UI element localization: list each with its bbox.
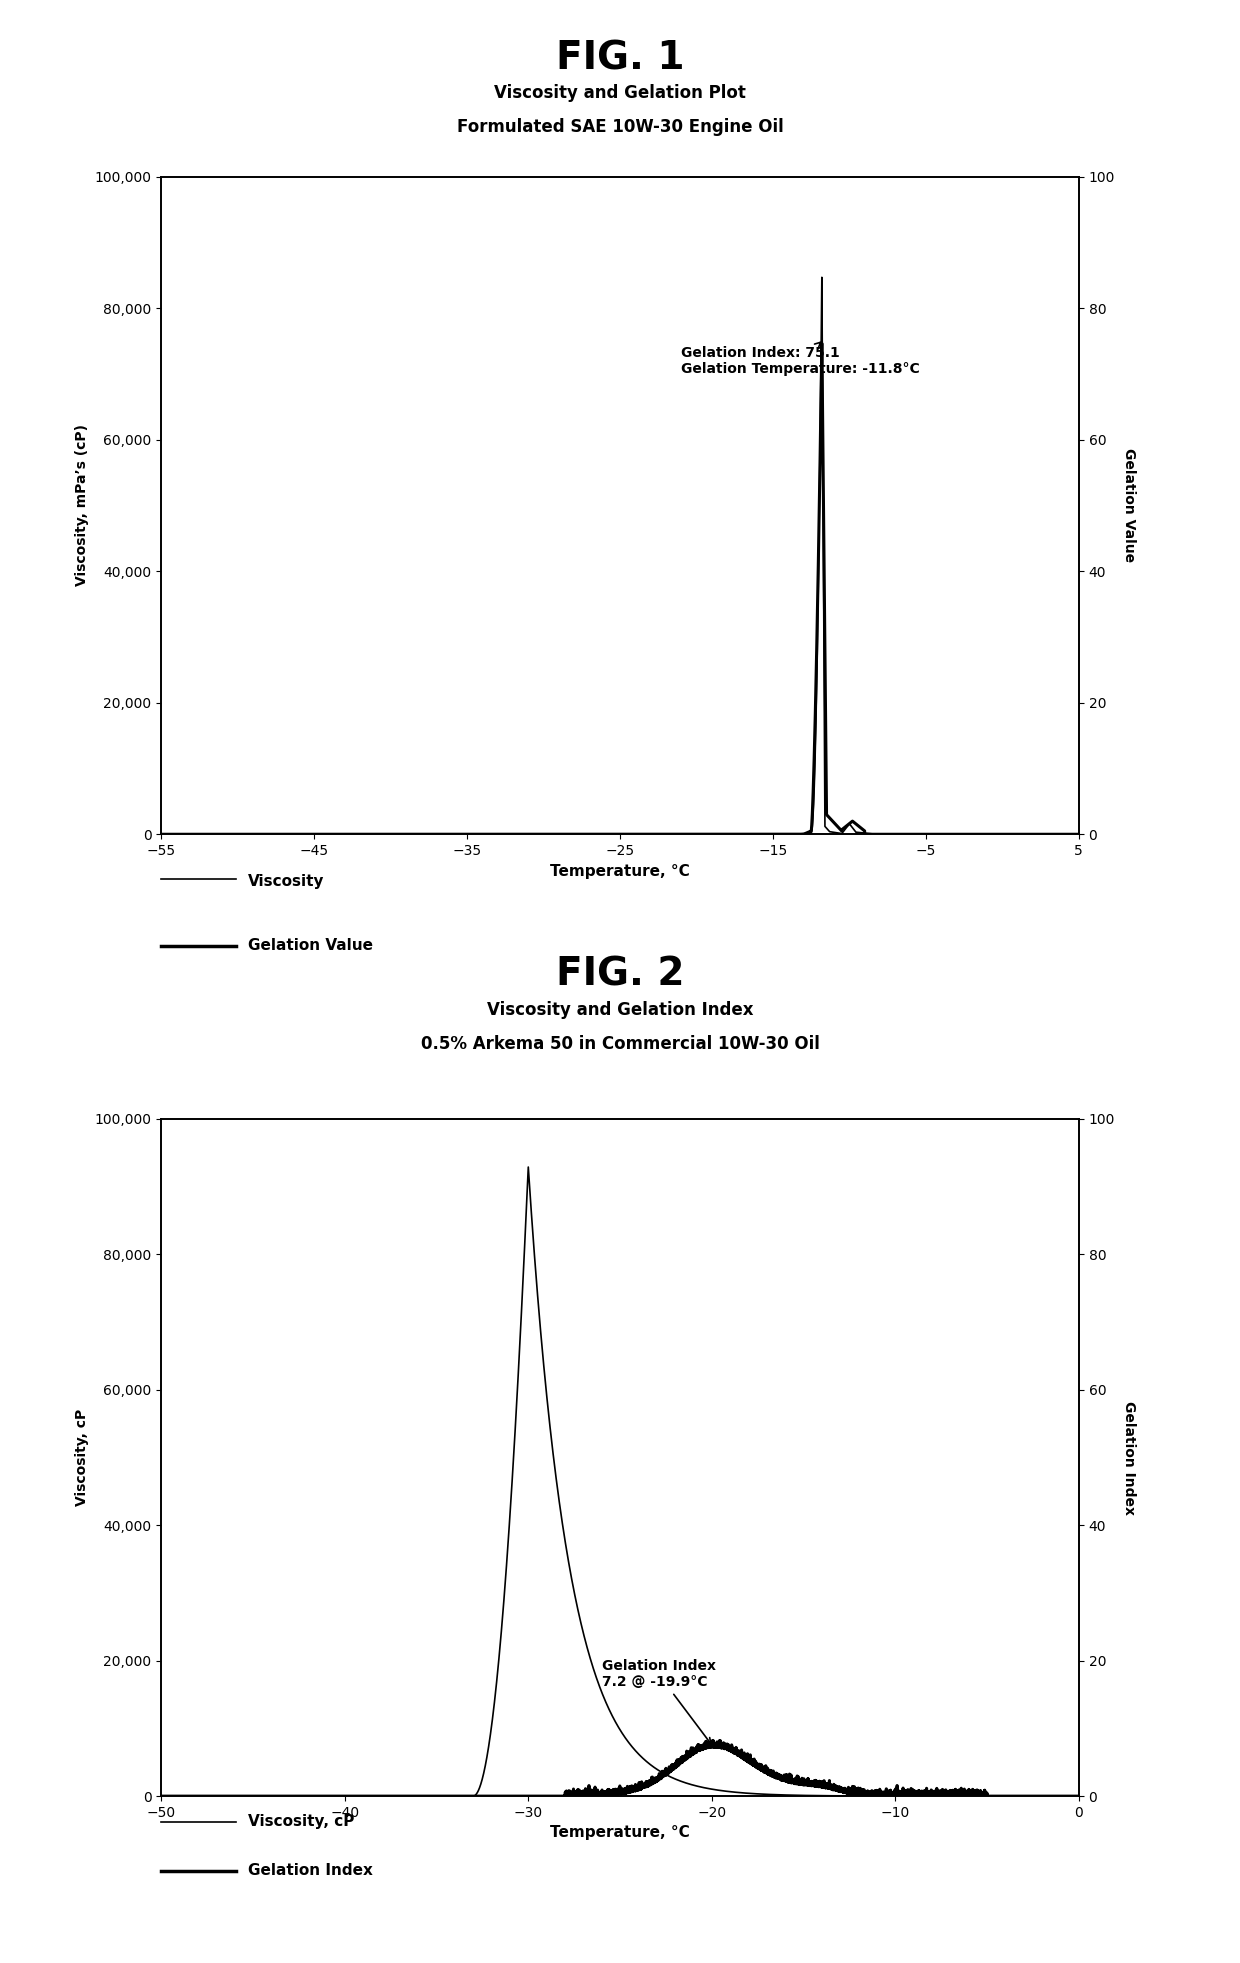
Y-axis label: Gelation Index: Gelation Index — [1122, 1400, 1136, 1515]
Y-axis label: Viscosity, mPa’s (cP): Viscosity, mPa’s (cP) — [74, 424, 89, 587]
Text: Gelation Value: Gelation Value — [248, 938, 373, 954]
Text: 0.5% Arkema 50 in Commercial 10W-30 Oil: 0.5% Arkema 50 in Commercial 10W-30 Oil — [420, 1035, 820, 1052]
Text: Gelation Index: Gelation Index — [248, 1863, 373, 1879]
Text: Viscosity, cP: Viscosity, cP — [248, 1814, 355, 1830]
Y-axis label: Gelation Value: Gelation Value — [1122, 448, 1136, 563]
Text: Gelation Index: 75.1
Gelation Temperature: -11.8°C: Gelation Index: 75.1 Gelation Temperatur… — [681, 342, 920, 375]
Text: Viscosity: Viscosity — [248, 874, 325, 889]
X-axis label: Temperature, °C: Temperature, °C — [551, 1826, 689, 1841]
Text: Formulated SAE 10W-30 Engine Oil: Formulated SAE 10W-30 Engine Oil — [456, 118, 784, 135]
Text: Viscosity and Gelation Plot: Viscosity and Gelation Plot — [494, 84, 746, 102]
Text: FIG. 2: FIG. 2 — [556, 956, 684, 993]
Text: Gelation Index
7.2 @ -19.9°C: Gelation Index 7.2 @ -19.9°C — [601, 1659, 715, 1743]
Text: FIG. 1: FIG. 1 — [556, 39, 684, 77]
Text: Viscosity and Gelation Index: Viscosity and Gelation Index — [487, 1001, 753, 1019]
Y-axis label: Viscosity, cP: Viscosity, cP — [74, 1409, 89, 1506]
X-axis label: Temperature, °C: Temperature, °C — [551, 864, 689, 879]
